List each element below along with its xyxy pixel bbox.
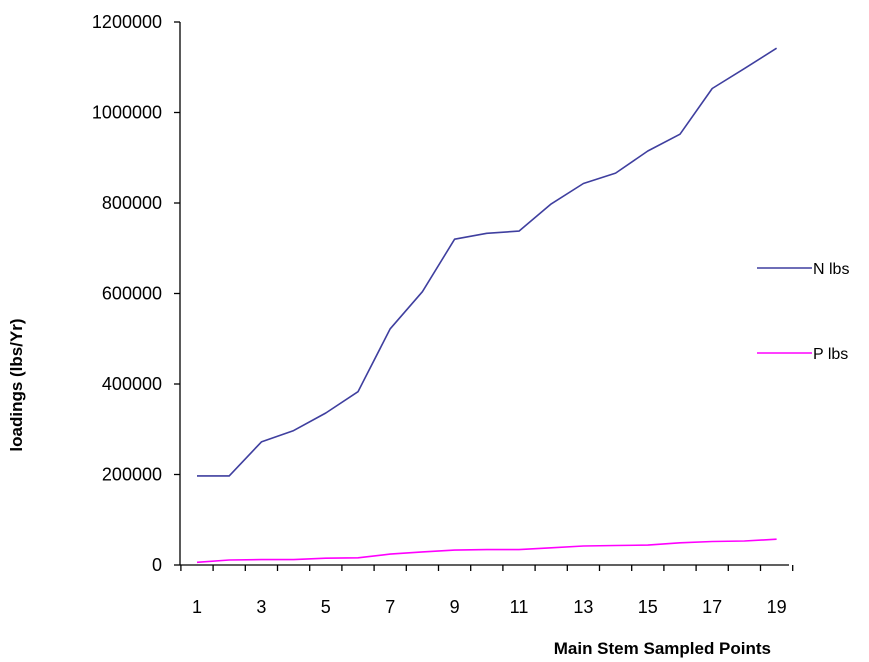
chart-series (196, 47, 778, 564)
legend: N lbs P lbs (757, 261, 849, 363)
x-tick-label: 19 (767, 597, 787, 617)
x-tick-label: 13 (573, 597, 593, 617)
x-tick-label: 15 (638, 597, 658, 617)
x-tick-label: 11 (510, 597, 529, 617)
y-tick-label: 1200000 (92, 12, 162, 32)
x-axis-title: Main Stem Sampled Points (554, 639, 771, 658)
chart-ticks: 0 200000 400000 600000 800000 1000000 1200000 1… (92, 12, 794, 617)
x-tick-label: 1 (192, 597, 202, 617)
series-line-p-lbs (196, 538, 777, 564)
chart-axes (179, 22, 789, 566)
y-tick-label: 0 (152, 555, 162, 575)
y-tick-label: 400000 (102, 374, 162, 394)
y-tick-label: 1000000 (92, 103, 162, 123)
legend-label: N lbs (813, 261, 849, 278)
series-line-n-lbs (197, 47, 778, 477)
x-tick-label: 7 (385, 597, 395, 617)
y-axis-title: loadings (lbs/Yr) (7, 318, 26, 451)
y-tick-label: 800000 (102, 193, 162, 213)
x-tick-label: 5 (321, 597, 331, 617)
legend-label: P lbs (813, 346, 848, 363)
y-tick-label: 600000 (102, 284, 162, 304)
x-tick-label: 9 (450, 597, 460, 617)
x-tick-label: 17 (702, 597, 722, 617)
x-tick-label: 3 (256, 597, 266, 617)
y-tick-label: 200000 (102, 465, 162, 485)
